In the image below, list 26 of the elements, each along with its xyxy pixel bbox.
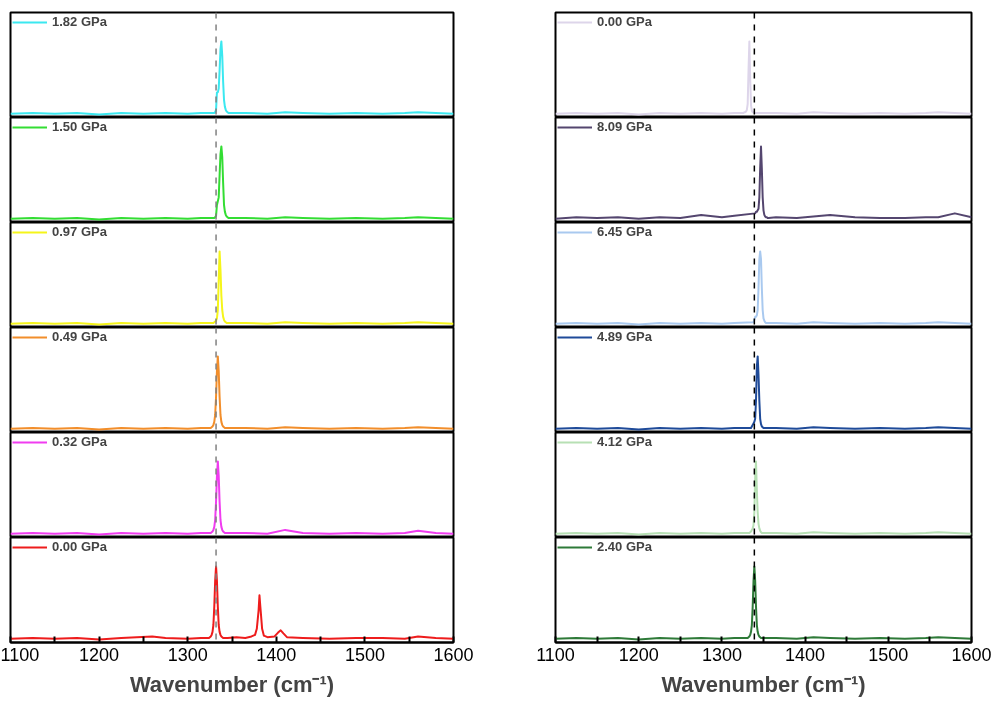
x-tick-label: 1300 <box>701 644 742 665</box>
legend-label: 0.97 GPa <box>52 224 107 239</box>
legend-label: 0.00 GPa <box>597 14 652 29</box>
legend-label: 4.89 GPa <box>597 329 652 344</box>
x-tick-label: 1200 <box>79 644 120 665</box>
x-tick-label: 1200 <box>618 644 659 665</box>
legend-label: 0.32 GPa <box>52 434 107 449</box>
x-tick-label: 1500 <box>344 644 385 665</box>
x-tick-label: 1100 <box>536 644 575 665</box>
legend-label: 1.82 GPa <box>52 14 107 29</box>
legend-label: 0.49 GPa <box>52 329 107 344</box>
x-tick-label: 1600 <box>433 644 474 665</box>
x-tick-label: 1600 <box>951 644 992 665</box>
legend-label: 1.50 GPa <box>52 119 107 134</box>
x-tick-label: 1400 <box>785 644 826 665</box>
x-tick-label: 1500 <box>868 644 909 665</box>
legend-label: 8.09 GPa <box>597 119 652 134</box>
legend-label: 6.45 GPa <box>597 224 652 239</box>
legend-label: 4.12 GPa <box>597 434 652 449</box>
x-axis-title: Wavenumber (cm⁻¹) <box>129 671 335 697</box>
legend-label: 2.40 GPa <box>597 539 652 554</box>
x-tick-label: 1400 <box>256 644 297 665</box>
x-axis-title: Wavenumber (cm⁻¹) <box>661 671 866 697</box>
legend-label: 0.00 GPa <box>52 539 107 554</box>
x-tick-label: 1100 <box>0 644 40 665</box>
x-tick-label: 1300 <box>167 644 208 665</box>
